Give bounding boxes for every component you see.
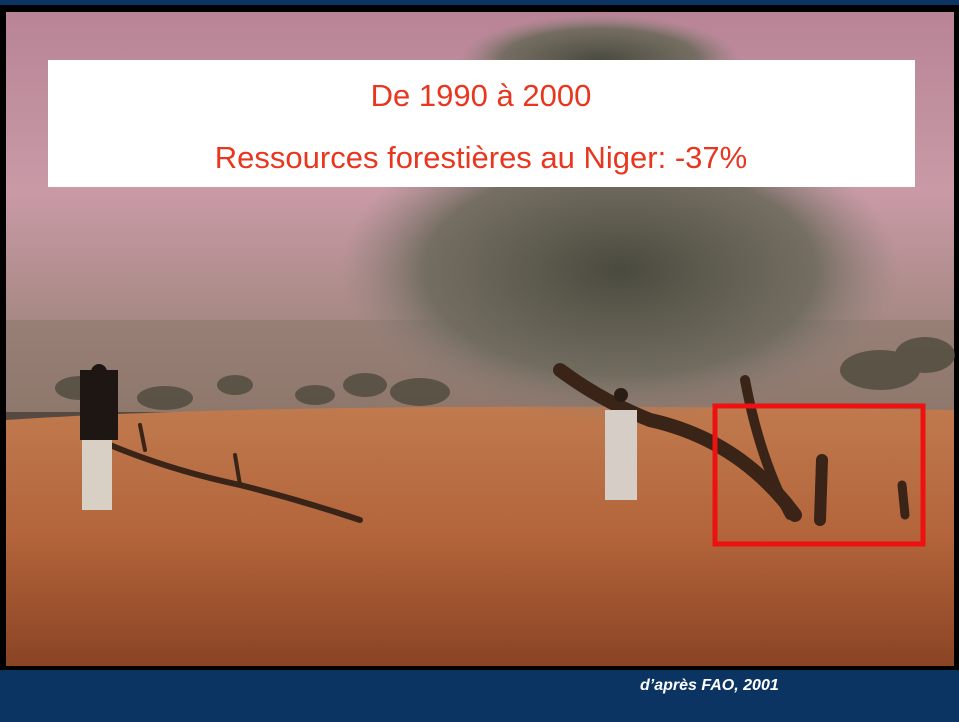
highlight-box [712, 403, 926, 547]
headline: De 1990 à 2000 [371, 78, 592, 113]
people [80, 364, 637, 510]
top-band [0, 0, 959, 5]
subheadline: Ressources forestières au Niger: -37% [215, 140, 747, 175]
source-caption: d’après FAO, 2001 [640, 677, 779, 694]
headline-box [48, 60, 915, 187]
